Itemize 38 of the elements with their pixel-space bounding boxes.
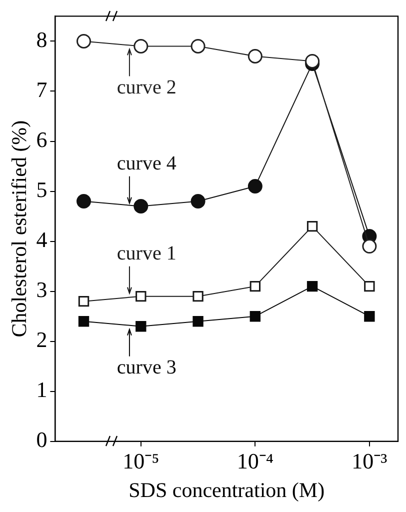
- legend-label: curve 3: [116, 356, 176, 379]
- point: [250, 310, 261, 322]
- x-tick-label: 10⁻⁵: [122, 448, 160, 474]
- x-tick-label: 10⁻³: [352, 448, 388, 474]
- point: [136, 290, 146, 302]
- point: [306, 220, 318, 232]
- legend-label: curve 2: [116, 76, 176, 98]
- y-tick-label: 6: [36, 127, 48, 152]
- x-tick-label: 10⁻⁴: [236, 448, 274, 474]
- point: [190, 38, 206, 54]
- point: [306, 280, 318, 292]
- y-tick-label: 7: [36, 77, 48, 102]
- y-tick-label: 0: [36, 427, 48, 452]
- point: [362, 239, 377, 254]
- y-tick-label: 4: [36, 227, 48, 252]
- y-tick-label: 8: [36, 26, 48, 52]
- y-tick-label: 3: [36, 277, 48, 302]
- point: [192, 316, 204, 327]
- point: [136, 321, 146, 332]
- point: [134, 199, 148, 214]
- point: [78, 316, 90, 327]
- y-axis-title: Cholesterol esterified (%): [7, 120, 32, 338]
- point: [248, 48, 262, 64]
- point: [364, 280, 375, 292]
- point: [190, 194, 206, 209]
- point: [134, 38, 148, 54]
- x-axis-title: SDS concentration (M): [128, 478, 325, 502]
- point: [250, 280, 261, 292]
- series-label: curve 4: [116, 152, 176, 175]
- y-tick-label: 2: [36, 327, 48, 352]
- point: [76, 194, 92, 209]
- y-tick-label: 1: [36, 377, 48, 402]
- series-label: curve 1: [116, 242, 176, 265]
- point: [248, 179, 262, 194]
- point: [364, 310, 375, 322]
- point: [78, 296, 90, 307]
- y-tick-label: 5: [36, 177, 48, 202]
- point: [192, 290, 204, 302]
